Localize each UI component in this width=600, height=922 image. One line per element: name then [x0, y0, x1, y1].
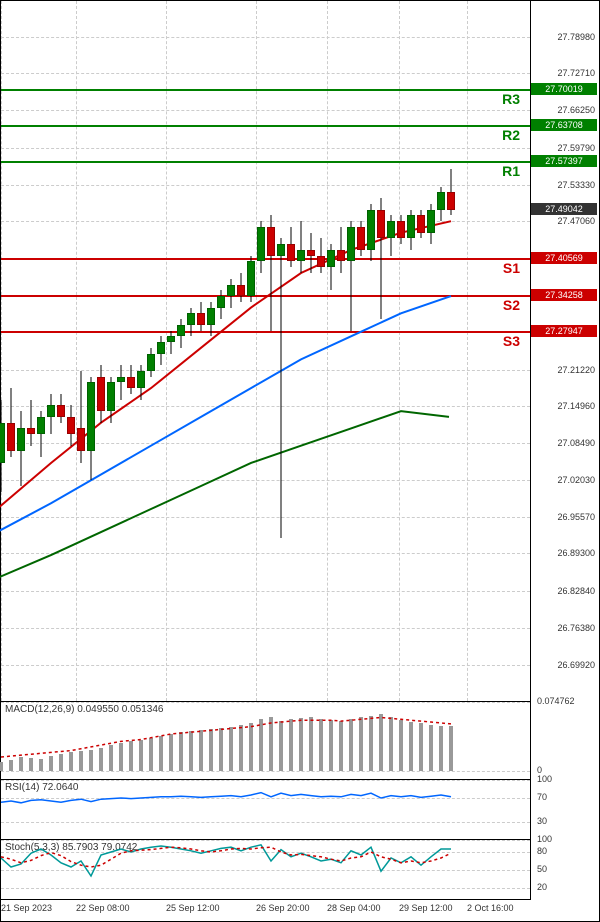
candle[interactable]: [127, 1, 135, 701]
y-tick-label: 27.53330: [555, 180, 597, 190]
y-axis-main: 27.78980 27.72710 27.66250 27.59790 27.53330…: [529, 1, 599, 701]
chart-container: R3R2R1S1S2S3 27.7898027.7271027.6625027.…: [0, 0, 600, 922]
indicator-ytick: 0.074762: [535, 696, 597, 706]
candle[interactable]: [387, 1, 395, 701]
candle[interactable]: [217, 1, 225, 701]
candle[interactable]: [367, 1, 375, 701]
x-tick-label: 25 Sep 12:00: [166, 903, 220, 913]
candle[interactable]: [227, 1, 235, 701]
candle[interactable]: [97, 1, 105, 701]
resistance-price-label: 27.63708: [531, 119, 597, 131]
candle[interactable]: [57, 1, 65, 701]
candle[interactable]: [147, 1, 155, 701]
candle[interactable]: [297, 1, 305, 701]
candle[interactable]: [0, 1, 5, 701]
x-tick-label: 28 Sep 04:00: [327, 903, 381, 913]
support-price-label: 27.34258: [531, 289, 597, 301]
candle[interactable]: [77, 1, 85, 701]
x-tick-label: 21 Sep 2023: [1, 903, 52, 913]
y-tick-label: 26.82840: [555, 586, 597, 596]
main-price-chart[interactable]: R3R2R1S1S2S3: [1, 1, 531, 701]
y-tick-label: 27.66250: [555, 105, 597, 115]
candle[interactable]: [347, 1, 355, 701]
candle[interactable]: [257, 1, 265, 701]
candle[interactable]: [277, 1, 285, 701]
y-tick-label: 27.47060: [555, 216, 597, 226]
candle[interactable]: [437, 1, 445, 701]
x-tick-label: 29 Sep 12:00: [399, 903, 453, 913]
y-tick-label: 27.02030: [555, 475, 597, 485]
y-tick-label: 27.59790: [555, 143, 597, 153]
y-tick-label: 27.72710: [555, 68, 597, 78]
support-price-label: 27.27947: [531, 325, 597, 337]
candle[interactable]: [427, 1, 435, 701]
candle[interactable]: [157, 1, 165, 701]
candle[interactable]: [177, 1, 185, 701]
candle[interactable]: [307, 1, 315, 701]
y-tick-label: 27.08490: [555, 438, 597, 448]
candle[interactable]: [417, 1, 425, 701]
indicator-ytick: 70: [535, 792, 597, 802]
candle[interactable]: [117, 1, 125, 701]
indicator-ytick: 100: [535, 834, 597, 844]
candle[interactable]: [17, 1, 25, 701]
x-tick-label: 26 Sep 20:00: [256, 903, 310, 913]
candle[interactable]: [37, 1, 45, 701]
candle[interactable]: [397, 1, 405, 701]
x-axis: 21 Sep 2023 22 Sep 08:00 25 Sep 12:00 26 Se…: [1, 899, 531, 921]
candle[interactable]: [137, 1, 145, 701]
candle[interactable]: [447, 1, 455, 701]
candle[interactable]: [377, 1, 385, 701]
macd-panel[interactable]: MACD(12,26,9) 0.049550 0.051346: [1, 701, 531, 779]
support-price-label: 27.40569: [531, 252, 597, 264]
candle[interactable]: [337, 1, 345, 701]
indicator-ytick: 50: [535, 864, 597, 874]
y-tick-label: 26.76380: [555, 623, 597, 633]
candle[interactable]: [247, 1, 255, 701]
macd-signal-line: [1, 717, 451, 757]
y-tick-label: 27.14960: [555, 401, 597, 411]
candle[interactable]: [357, 1, 365, 701]
stoch-d-line: [1, 847, 451, 867]
candle[interactable]: [237, 1, 245, 701]
candle[interactable]: [197, 1, 205, 701]
indicator-ytick: 100: [535, 774, 597, 784]
indicator-ytick: 20: [535, 882, 597, 892]
x-tick-label: 22 Sep 08:00: [76, 903, 130, 913]
candle[interactable]: [107, 1, 115, 701]
y-tick-label: 27.78980: [555, 32, 597, 42]
x-tick-label: 2 Oct 16:00: [467, 903, 514, 913]
candle[interactable]: [287, 1, 295, 701]
candle[interactable]: [267, 1, 275, 701]
indicator-ytick: 80: [535, 846, 597, 856]
candle[interactable]: [207, 1, 215, 701]
rsi-line: [1, 793, 451, 803]
candle[interactable]: [7, 1, 15, 701]
stoch-panel[interactable]: Stoch(5,3,3) 85.7903 79.0742: [1, 839, 531, 899]
candle[interactable]: [187, 1, 195, 701]
resistance-price-label: 27.70019: [531, 83, 597, 95]
y-tick-label: 26.89300: [555, 548, 597, 558]
candle[interactable]: [317, 1, 325, 701]
candle[interactable]: [167, 1, 175, 701]
candle[interactable]: [327, 1, 335, 701]
candle[interactable]: [47, 1, 55, 701]
candle[interactable]: [27, 1, 35, 701]
y-tick-label: 26.69920: [555, 660, 597, 670]
rsi-panel[interactable]: RSI(14) 72.0640: [1, 779, 531, 839]
current-price-label: 27.49042: [531, 203, 597, 215]
candle[interactable]: [67, 1, 75, 701]
y-tick-label: 27.21220: [555, 365, 597, 375]
indicator-ytick: 30: [535, 816, 597, 826]
resistance-price-label: 27.57397: [531, 155, 597, 167]
y-tick-label: 26.95570: [555, 512, 597, 522]
candle[interactable]: [407, 1, 415, 701]
candle[interactable]: [87, 1, 95, 701]
